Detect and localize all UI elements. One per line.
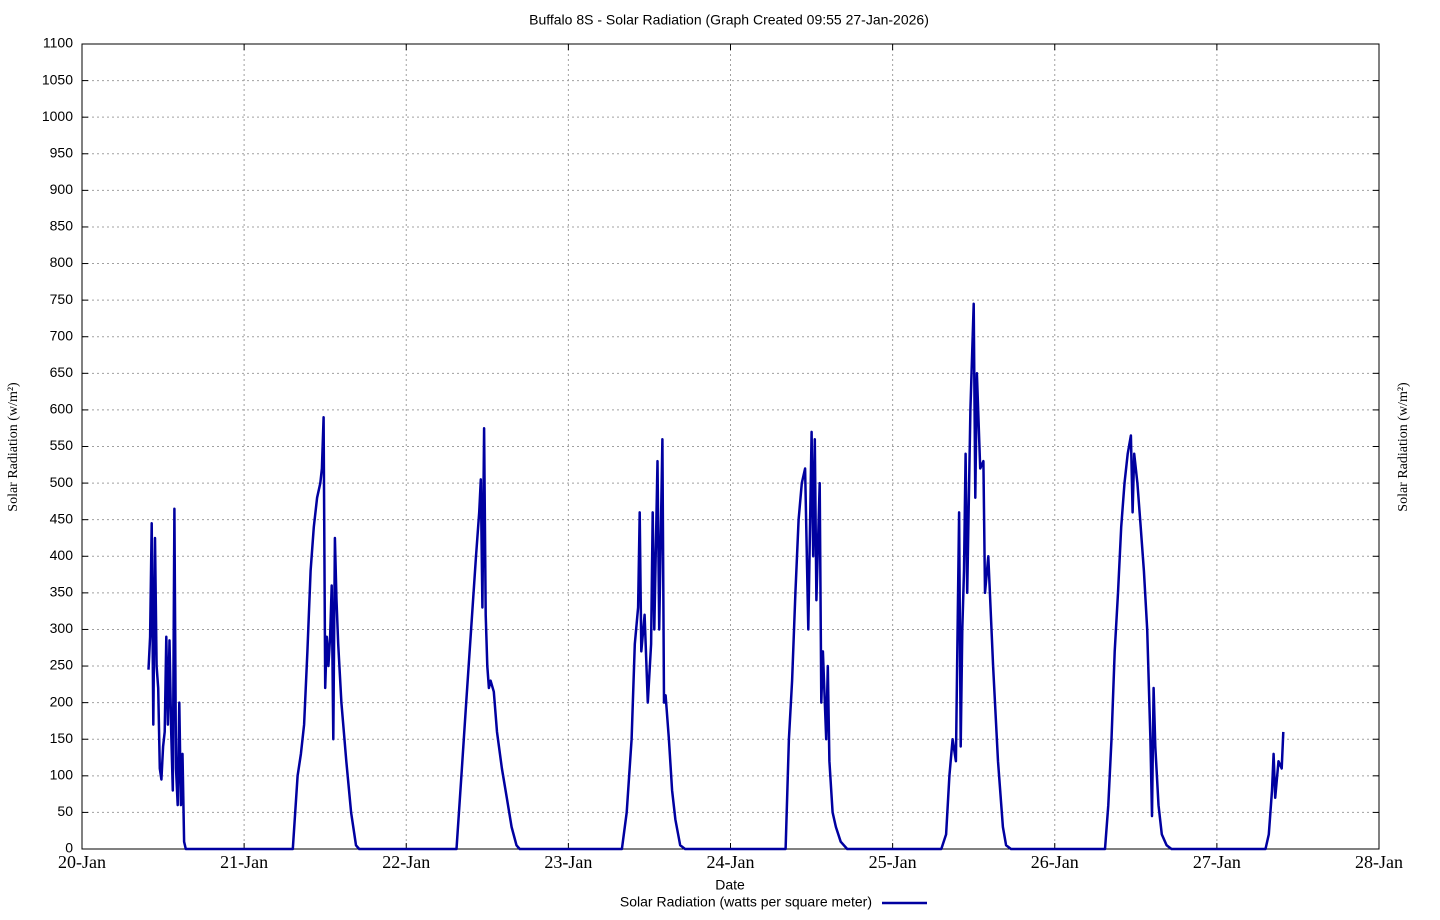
x-tick-label: 28-Jan [1355,852,1403,872]
y-tick-label: 800 [50,254,74,270]
y-tick-label: 50 [57,803,73,819]
y-tick-label: 150 [50,730,74,746]
y-tick-label: 600 [50,401,74,417]
x-tick-label: 20-Jan [58,852,106,872]
y-tick-label: 400 [50,547,74,563]
y-tick-label: 650 [50,364,74,380]
x-tick-label: 26-Jan [1031,852,1079,872]
y-tick-label: 950 [50,144,74,160]
y-tick-label: 0 [65,840,73,856]
x-tick-label: 27-Jan [1193,852,1241,872]
y-tick-label: 100 [50,767,74,783]
x-tick-label: 21-Jan [220,852,268,872]
y-tick-label: 200 [50,693,74,709]
y-tick-label: 850 [50,218,74,234]
x-tick-label: 22-Jan [382,852,430,872]
y-tick-label: 450 [50,510,74,526]
y-tick-label: 500 [50,474,74,490]
x-axis-label: Date [715,877,745,893]
chart-title: Buffalo 8S - Solar Radiation (Graph Crea… [529,12,929,28]
data-line [147,302,1285,851]
y-tick-label: 350 [50,584,74,600]
y-tick-label: 750 [50,291,74,307]
x-tick-label: 23-Jan [544,852,592,872]
x-tick-label: 25-Jan [869,852,917,872]
y-tick-label: 1050 [42,71,73,87]
y-tick-label: 700 [50,327,74,343]
y-tick-label: 1000 [42,108,73,124]
y-tick-label: 250 [50,657,74,673]
y2-axis-label: Solar Radiation (w/m²) [1396,382,1411,512]
legend-label: Solar Radiation (watts per square meter) [620,894,872,910]
y-tick-label: 550 [50,437,74,453]
x-tick-label: 24-Jan [707,852,755,872]
y-tick-label: 900 [50,181,74,197]
y-tick-label: 300 [50,620,74,636]
y-axis-label: Solar Radiation (w/m²) [6,382,21,512]
y-tick-label: 1100 [43,35,73,51]
